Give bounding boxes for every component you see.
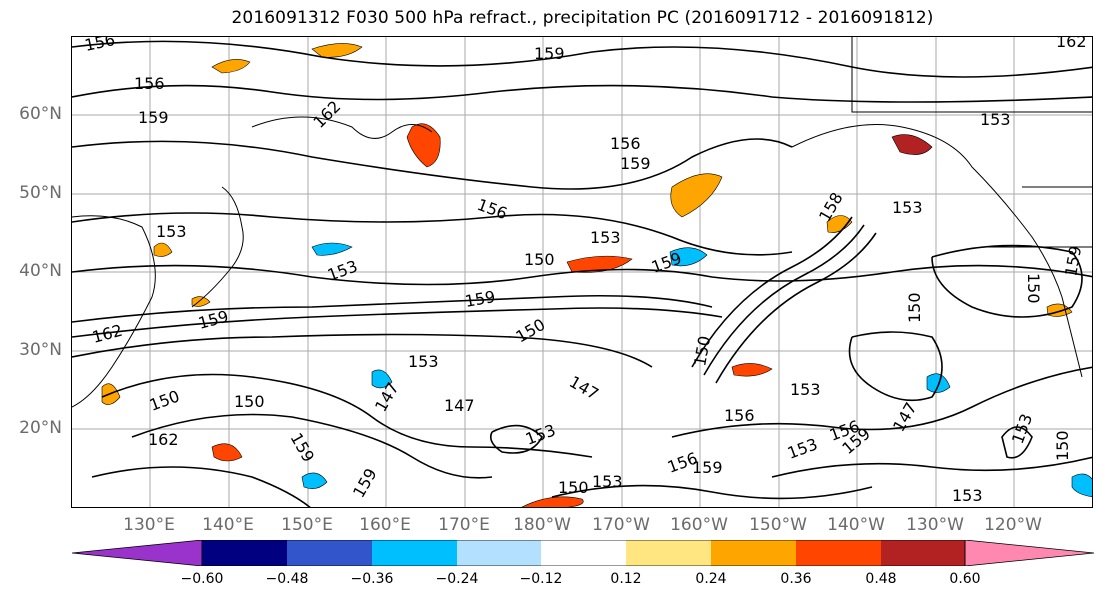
refractivity-contours (72, 40, 1092, 507)
contour-label: 156 (134, 74, 165, 93)
latitude-label: 50°N (19, 183, 62, 203)
map-title: 2016091312 F030 500 hPa refract., precip… (231, 8, 934, 28)
latitude-label: 60°N (19, 104, 62, 124)
contour-label: 150 (147, 386, 182, 414)
contour-label: 150 (234, 392, 265, 411)
colorbar-segment (796, 540, 881, 566)
contour-label: 150 (1053, 430, 1072, 461)
longitude-label: 120°W (984, 515, 1042, 535)
contour-label: 153 (592, 472, 623, 491)
colorbar-tick: −0.60 (180, 571, 224, 587)
colorbar-tick: 0.60 (949, 571, 981, 587)
contour-label: 150 (1024, 273, 1043, 304)
contour-label: 156 (475, 195, 510, 223)
contour-label: 162 (148, 430, 179, 449)
contour-label: 159 (349, 465, 381, 501)
contour-label: 153 (590, 228, 621, 247)
contour-label: 147 (444, 396, 475, 415)
colorbar-segment (881, 540, 965, 566)
colorbar-extend-low (72, 540, 203, 566)
contour-label: 159 (138, 108, 169, 127)
longitude-label: 150°E (281, 515, 333, 535)
latitude-label: 40°N (19, 261, 62, 281)
contour-label: 162 (90, 321, 124, 347)
map-panel[interactable]: 156 156 159 162 159 156 159 156 153 153 … (71, 36, 1093, 508)
colorbar-tick: 0.12 (610, 571, 642, 587)
map-canvas: 156 156 159 162 159 156 159 156 153 153 … (72, 37, 1092, 507)
contour-label: 150 (558, 478, 589, 497)
contour-label: 153 (523, 420, 558, 448)
longitude-label: 170°W (592, 515, 650, 535)
contour-label: 159 (463, 287, 496, 311)
longitude-label: 180°W (513, 515, 571, 535)
colorbar-extend-high (964, 540, 1095, 566)
contour-label: 159 (692, 458, 723, 477)
colorbar-segment (287, 540, 372, 566)
colorbar-segment (372, 540, 457, 566)
contour-label: 153 (156, 222, 187, 241)
contour-label: 162 (309, 97, 344, 132)
colorbar (72, 540, 1095, 566)
longitude-label: 160°W (670, 515, 728, 535)
contour-label: 159 (534, 44, 565, 63)
coastlines (72, 37, 1092, 408)
contour-label: 156 (610, 134, 641, 153)
colorbar-tick: −0.24 (435, 571, 479, 587)
contour-label: 147 (889, 399, 921, 435)
contour-labels: 156 156 159 162 159 156 159 156 153 153 … (83, 37, 1087, 505)
colorbar-tick: 0.48 (865, 571, 897, 587)
contour-label: 153 (892, 198, 923, 217)
colorbar-tick: 0.24 (695, 571, 727, 587)
longitude-label: 160°E (359, 515, 411, 535)
contour-label: 153 (785, 434, 820, 462)
colorbar-tick: 0.36 (780, 571, 812, 587)
contour-label: 153 (408, 352, 439, 371)
contour-label: 153 (952, 486, 983, 505)
longitude-label: 130°E (123, 515, 175, 535)
contour-label: 153 (790, 380, 821, 399)
colorbar-segment (626, 540, 711, 566)
contour-label: 150 (524, 250, 555, 269)
longitude-label: 150°W (749, 515, 807, 535)
contour-label: 153 (980, 110, 1011, 129)
longitude-label: 170°E (438, 515, 490, 535)
contour-label: 150 (905, 292, 924, 323)
contour-label: 162 (1056, 37, 1087, 51)
colorbar-tick: −0.12 (519, 571, 563, 587)
contour-label: 159 (287, 430, 319, 466)
colorbar-segment (202, 540, 287, 566)
longitude-label: 140°W (827, 515, 885, 535)
colorbar-tick: −0.48 (265, 571, 309, 587)
colorbar-segment (457, 540, 541, 566)
contour-label: 153 (325, 256, 360, 284)
colorbar-outline (201, 540, 966, 566)
latitude-label: 20°N (19, 418, 62, 438)
longitude-label: 130°W (906, 515, 964, 535)
contour-label: 147 (566, 372, 602, 404)
contour-label: 156 (724, 406, 755, 425)
precipitation-shading (101, 43, 1092, 507)
contour-label: 159 (620, 154, 651, 173)
colorbar-segment (541, 540, 626, 566)
contour-label: 153 (1008, 411, 1036, 446)
colorbar-segment (711, 540, 796, 566)
colorbar-tick: −0.36 (350, 571, 394, 587)
longitude-label: 140°E (202, 515, 254, 535)
contour-label: 156 (83, 37, 117, 55)
latitude-label: 30°N (19, 340, 62, 360)
